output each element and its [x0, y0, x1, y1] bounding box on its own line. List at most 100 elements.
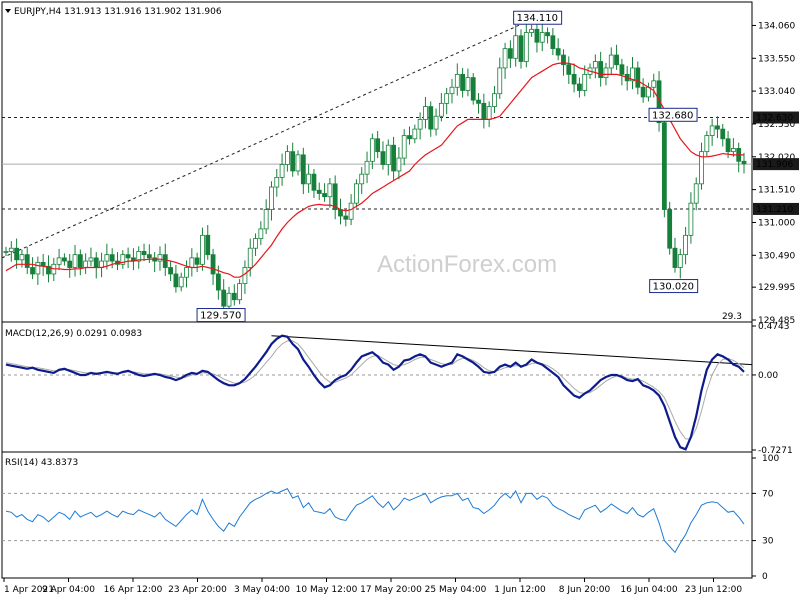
candle-body	[529, 28, 535, 33]
candle-body	[454, 73, 460, 88]
x-tick-label: 10 May 12:00	[296, 585, 358, 595]
candle-body	[693, 183, 699, 204]
candle-body	[343, 215, 349, 220]
candle-body	[550, 35, 556, 50]
candle-body	[502, 48, 508, 69]
x-tick-label: 23 Jun 12:00	[685, 585, 742, 595]
candle-body	[62, 257, 67, 262]
annotation-low-130: 130.020	[653, 282, 694, 293]
candle-body	[656, 80, 662, 124]
y-tick-label: 134.060	[758, 21, 795, 31]
x-tick-label: 23 Apr 20:00	[168, 585, 227, 595]
candle-body	[258, 228, 264, 239]
level-tag	[753, 111, 799, 124]
candle-body	[396, 157, 402, 172]
candle-body	[539, 32, 545, 43]
candle-body	[332, 183, 338, 210]
y-tick-label: 129.485	[758, 316, 795, 326]
x-tick-label: 17 May 20:00	[360, 585, 422, 595]
candle-body	[205, 234, 211, 256]
candle-body	[56, 257, 62, 265]
candle-body	[423, 106, 428, 120]
candle-body	[146, 254, 152, 259]
rsi-title: RSI(14) 43.8373	[5, 458, 78, 468]
candle-body	[481, 102, 487, 120]
y-tick-label: 131.000	[758, 218, 795, 228]
candle-body	[253, 238, 258, 249]
candle-body	[523, 32, 529, 62]
candle-body	[513, 35, 519, 59]
candle-body	[184, 267, 189, 278]
candle-body	[470, 77, 476, 101]
annotation-132-680-box	[648, 107, 698, 122]
candle-body	[316, 189, 322, 194]
candle-body	[269, 186, 274, 210]
candle-body	[407, 135, 412, 140]
candle-body	[231, 292, 237, 301]
candle-body	[120, 254, 126, 265]
candle-body	[14, 247, 20, 261]
candle-body	[125, 254, 131, 259]
macd-trend-line	[271, 335, 753, 366]
candle-body	[226, 292, 232, 307]
annotation-low-129: 129.570	[200, 311, 241, 322]
candle-body	[279, 164, 285, 178]
x-tick-label: 1 Jun 12:00	[494, 585, 546, 595]
candle-body	[391, 144, 396, 172]
y-tick-label: 131.510	[758, 186, 795, 196]
candle-body	[136, 251, 142, 262]
candle-body	[200, 234, 205, 265]
candle-body	[486, 106, 492, 120]
rsi-line	[5, 488, 745, 554]
candle-body	[173, 273, 179, 288]
candle-body	[178, 276, 184, 288]
candle-body	[577, 83, 582, 91]
candle-body	[720, 128, 726, 140]
candle-body	[460, 73, 466, 91]
candle-body	[300, 154, 306, 185]
candle-body	[284, 151, 290, 165]
candle-body	[667, 209, 673, 249]
candle-body	[651, 80, 657, 88]
candle-body	[507, 48, 513, 59]
candle-body	[715, 125, 720, 130]
y-tick-label: 130.490	[758, 251, 795, 261]
annotation-low-130-box	[649, 279, 699, 294]
candle-body	[157, 254, 163, 262]
watermark: ActionForex.com	[377, 251, 557, 278]
candle-body	[30, 267, 35, 275]
candle-body	[630, 67, 635, 82]
candle-body	[215, 273, 221, 291]
candle-body	[109, 254, 115, 262]
candle-body	[709, 125, 715, 136]
candle-body	[290, 151, 296, 172]
rsi-y-tick-label: 0	[762, 572, 768, 582]
side-note: 29.3	[722, 312, 742, 322]
candle-body	[688, 202, 694, 236]
macd-title: MACD(12,26,9) 0.0291 0.0983	[5, 329, 142, 339]
candle-body	[683, 234, 688, 256]
candle-body	[438, 102, 444, 117]
candle-body	[497, 67, 503, 95]
candle-body	[67, 260, 73, 268]
candle-body	[210, 254, 216, 275]
candle-body	[237, 283, 243, 301]
candle-body	[221, 289, 227, 307]
candle-body	[35, 261, 41, 275]
candle-body	[704, 135, 710, 153]
chart-title: EURJPY,H4 131.913 131.916 131.902 131.90…	[14, 7, 222, 17]
y-tick-label: 133.040	[758, 87, 795, 97]
y-tick-label: 132.530	[758, 120, 795, 130]
annotation-high: 134.110	[517, 13, 558, 24]
annotation-high-box	[513, 10, 563, 25]
candle-body	[672, 247, 678, 268]
candle-body	[242, 267, 248, 285]
candle-body	[104, 254, 110, 262]
candle-body	[141, 251, 147, 256]
candle-body	[699, 151, 704, 185]
x-tick-label: 25 May 04:00	[425, 585, 487, 595]
candle-body	[8, 247, 14, 252]
annotation-132-680: 132.680	[652, 110, 693, 121]
candle-body	[677, 254, 683, 268]
candle-body	[274, 176, 280, 188]
